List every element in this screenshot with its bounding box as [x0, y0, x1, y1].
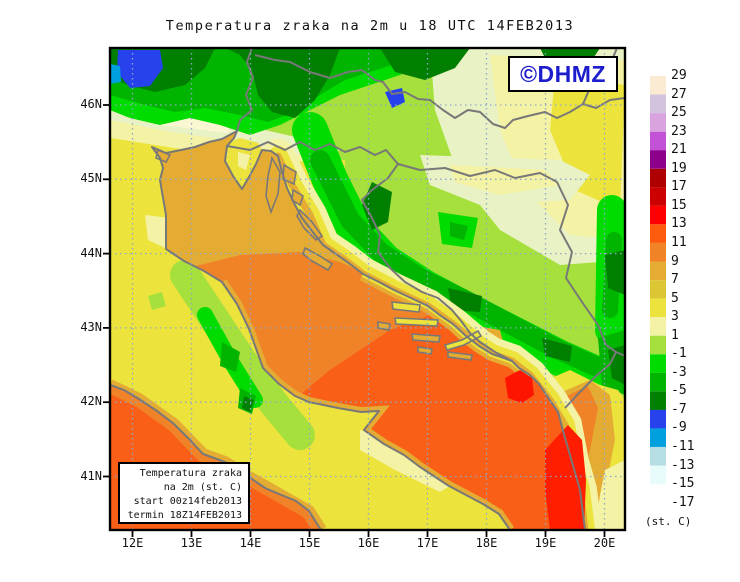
colorbar-label-25: 25 [671, 105, 687, 121]
x-axis-label-18E: 18E [475, 536, 498, 550]
colorbar-block-17 [650, 391, 666, 410]
coastline-tyrrhenian [110, 384, 322, 530]
colorbar-block-3 [650, 131, 666, 151]
colorbar-block-0 [650, 76, 666, 95]
colorbar-block-10 [650, 261, 666, 281]
colorbar-label--5: -5 [671, 383, 687, 399]
colorbar-block-13 [650, 317, 666, 336]
y-axis-label-42N: 42N [80, 394, 102, 409]
coastline-adriatic [151, 130, 586, 530]
x-axis-label-20E: 20E [593, 536, 616, 550]
colorbar-label-1: 1 [671, 327, 679, 343]
y-axis-label-46N: 46N [80, 97, 102, 111]
colorbar-block-6 [650, 187, 666, 206]
colorbar-block-7 [650, 205, 666, 225]
colorbar-label--3: -3 [671, 364, 687, 380]
colorbar-label--15: -15 [671, 476, 695, 492]
colorbar-label--1: -1 [671, 346, 687, 362]
colorbar-label--13: -13 [671, 457, 695, 473]
colorbar-block-16 [650, 372, 666, 392]
colorbar-label-19: 19 [671, 160, 687, 176]
colorbar-label-15: 15 [671, 197, 687, 213]
y-axis-label-43N: 43N [80, 319, 102, 334]
map-border [108, 46, 627, 532]
colorbar-block-19 [650, 428, 666, 447]
colorbar-label-3: 3 [671, 309, 679, 325]
colorbar-block-21 [650, 465, 666, 485]
y-axis-label-41N: 41N [80, 468, 102, 483]
info-box-line-1: na 2m (st. C) [163, 482, 242, 493]
colorbar-label-11: 11 [671, 234, 687, 250]
info-box-line-3: termin 18Z14FEB2013 [127, 510, 242, 521]
y-axis-label-44N: 44N [80, 245, 102, 260]
colorbar-label-13: 13 [671, 216, 687, 232]
temperature-field [110, 48, 625, 530]
islands [265, 155, 483, 361]
dhmz-watermark: ©DHMZ [508, 56, 618, 92]
x-axis-label-17E: 17E [416, 536, 439, 550]
cold-alps-blob [117, 50, 163, 88]
info-box-line-0: Temperatura zraka [139, 468, 242, 479]
dhmz-watermark-label: ©DHMZ [520, 60, 606, 87]
italy-land [110, 131, 510, 530]
colorbar-unit-label: (st. C) [645, 515, 692, 528]
colorbar-block-5 [650, 168, 666, 188]
page-title: Temperatura zraka na 2m u 18 UTC 14FEB20… [165, 18, 575, 34]
colorbar-block-14 [650, 335, 666, 355]
colorbar-label-5: 5 [671, 290, 679, 306]
x-axis-label-19E: 19E [534, 536, 557, 550]
x-axis-label-15E: 15E [298, 536, 321, 550]
grid-lines [110, 48, 625, 530]
colorbar-label-9: 9 [671, 253, 679, 269]
colorbar-label--11: -11 [671, 439, 695, 454]
colorbar-block-11 [650, 280, 666, 299]
colorbar-block-2 [650, 113, 666, 132]
colorbar-label-21: 21 [671, 142, 687, 158]
x-axis-label-14E: 14E [239, 536, 262, 550]
colorbar-block-9 [650, 243, 666, 262]
colorbar-block-20 [650, 447, 666, 466]
colorbar-label--17: -17 [671, 494, 695, 510]
colorbar-label-29: 29 [671, 68, 687, 83]
colorbar-block-12 [650, 298, 666, 318]
y-axis-label-45N: 45N [80, 171, 102, 186]
colorbar-block-4 [650, 150, 666, 169]
colorbar-block-15 [650, 354, 666, 373]
colorbar-block-1 [650, 94, 666, 114]
colorbar-label-27: 27 [671, 86, 687, 102]
x-axis-label-16E: 16E [357, 536, 380, 550]
colorbar-label--7: -7 [671, 401, 687, 417]
colorbar-block-18 [650, 409, 666, 429]
colorbar-label-23: 23 [671, 123, 687, 139]
colorbar-label-7: 7 [671, 272, 679, 288]
info-box-line-2: start 00z14feb2013 [133, 496, 242, 507]
colorbar-label-17: 17 [671, 179, 687, 195]
colorbar-label--9: -9 [671, 420, 687, 436]
info-box: Temperatura zraka na 2m (st. C) start 00z1… [118, 462, 250, 524]
axis-ticks [103, 104, 606, 537]
colorbar-block-8 [650, 224, 666, 243]
x-axis-label-12E: 12E [121, 536, 144, 550]
x-axis-label-13E: 13E [180, 536, 203, 550]
